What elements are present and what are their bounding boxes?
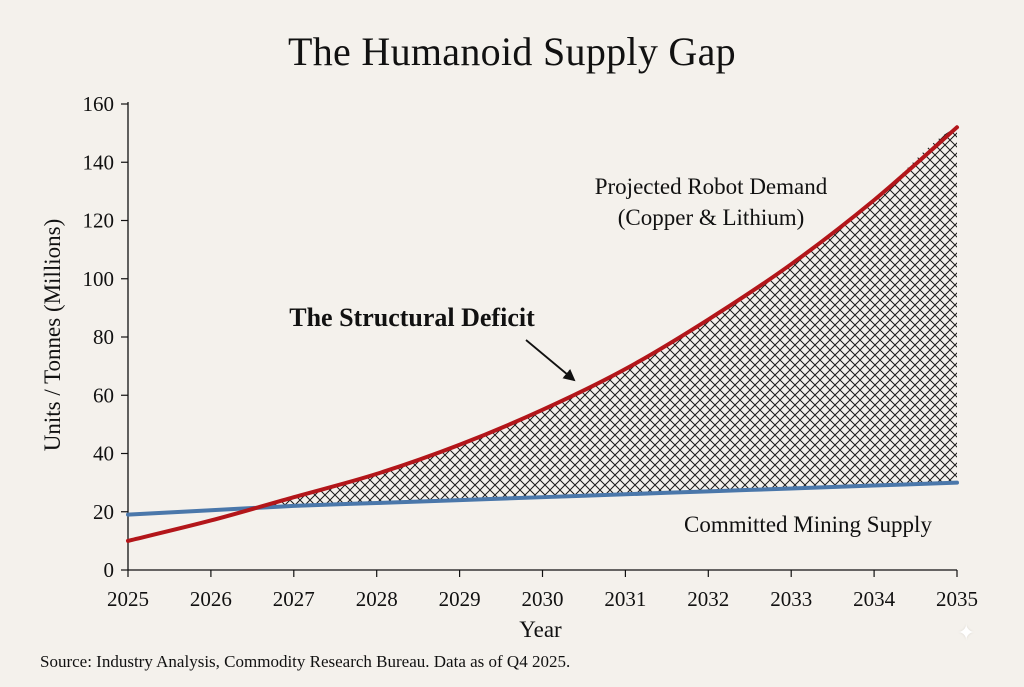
x-tick-label: 2030 [522, 587, 564, 611]
y-tick-label: 0 [104, 558, 115, 582]
x-tick-label: 2026 [190, 587, 232, 611]
source-note: Source: Industry Analysis, Commodity Res… [40, 652, 571, 671]
x-tick-label: 2035 [936, 587, 978, 611]
x-tick-label: 2033 [770, 587, 812, 611]
x-tick-label: 2031 [604, 587, 646, 611]
x-tick-label: 2029 [439, 587, 481, 611]
y-tick-label: 160 [83, 92, 115, 116]
x-tick-label: 2034 [853, 587, 896, 611]
sparkle-icon: ✦ [957, 620, 976, 645]
x-tick-label: 2025 [107, 587, 149, 611]
y-tick-label: 20 [93, 500, 114, 524]
demand-series-label-sub: (Copper & Lithium) [618, 205, 805, 230]
supply-series-line [126, 480, 959, 517]
deficit-hatch-region [255, 127, 958, 509]
y-tick-label: 120 [83, 209, 115, 233]
supply-series-label: Committed Mining Supply [684, 512, 932, 537]
y-tick-label: 60 [93, 383, 114, 407]
deficit-label: The Structural Deficit [289, 303, 535, 332]
chart-title: The Humanoid Supply Gap [288, 29, 736, 74]
y-tick-label: 140 [83, 150, 115, 174]
x-tick-label: 2028 [356, 587, 398, 611]
x-axis-label: Year [519, 617, 562, 642]
x-tick-label: 2032 [687, 587, 729, 611]
y-tick-label: 40 [93, 442, 114, 466]
y-tick-label: 80 [93, 325, 114, 349]
y-axis-label: Units / Tonnes (Millions) [40, 219, 65, 451]
deficit-arrow [525, 339, 576, 382]
x-tick-label: 2027 [273, 587, 315, 611]
demand-series-label: Projected Robot Demand [595, 174, 828, 199]
y-tick-label: 100 [83, 267, 115, 291]
demand-series-line [126, 125, 959, 543]
